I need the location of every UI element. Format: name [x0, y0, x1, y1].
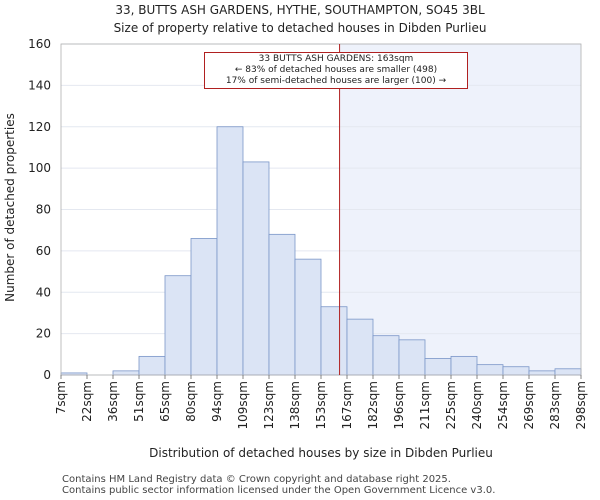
- x-tick-label: 240sqm: [470, 381, 484, 429]
- bar: [112, 370, 140, 376]
- x-tick-label: 138sqm: [288, 381, 302, 429]
- bar: [320, 306, 348, 376]
- annotation-line-1: 33 BUTTS ASH GARDENS: 163sqm: [258, 54, 414, 64]
- y-tick-label: 120: [28, 120, 51, 134]
- bar: [424, 358, 452, 376]
- bar: [554, 368, 582, 376]
- x-tick-label: 167sqm: [340, 381, 354, 429]
- x-tick-label: 211sqm: [418, 381, 432, 429]
- y-tick-label: 40: [36, 285, 51, 299]
- x-tick-label: 153sqm: [314, 381, 328, 429]
- footer-line-2: Contains public sector information licen…: [62, 485, 496, 496]
- x-tick-label: 298sqm: [574, 381, 588, 429]
- y-tick-label: 80: [36, 203, 51, 217]
- x-tick-label: 269sqm: [522, 381, 536, 429]
- y-tick-label: 100: [28, 161, 51, 175]
- bar: [476, 364, 504, 376]
- y-tick-label: 0: [43, 368, 51, 382]
- x-tick-label: 80sqm: [184, 381, 198, 422]
- bar: [216, 126, 244, 376]
- x-tick-label: 254sqm: [496, 381, 510, 429]
- bar: [450, 355, 478, 376]
- bar: [502, 366, 530, 376]
- x-tick-label: 182sqm: [366, 381, 380, 429]
- bar: [268, 233, 296, 376]
- bar: [138, 355, 166, 376]
- x-tick-label: 51sqm: [132, 381, 146, 422]
- bar: [190, 238, 218, 376]
- bar: [372, 335, 400, 376]
- bar: [294, 258, 322, 376]
- annotation-line-3: 17% of semi-detached houses are larger (…: [225, 76, 447, 86]
- y-tick-label: 60: [36, 244, 51, 258]
- x-tick-label: 65sqm: [158, 381, 172, 422]
- y-tick-label: 140: [28, 78, 51, 92]
- x-tick-label: 94sqm: [210, 381, 224, 422]
- bar: [528, 370, 556, 376]
- x-tick-label: 7sqm: [54, 381, 68, 414]
- y-axis-label: Number of detached properties: [3, 113, 17, 302]
- bar: [398, 339, 426, 376]
- footer-line-1: Contains HM Land Registry data © Crown c…: [62, 474, 451, 485]
- x-tick-label: 123sqm: [262, 381, 276, 429]
- x-tick-label: 36sqm: [106, 381, 120, 422]
- annotation-line-2: ← 83% of detached houses are smaller (49…: [234, 65, 438, 75]
- y-tick-label: 160: [28, 37, 51, 51]
- bar: [346, 318, 374, 376]
- bar: [164, 275, 192, 376]
- annotation-box: 33 BUTTS ASH GARDENS: 163sqm ← 83% of de…: [204, 52, 468, 89]
- chart-title: 33, BUTTS ASH GARDENS, HYTHE, SOUTHAMPTO…: [115, 3, 485, 17]
- bar: [242, 161, 270, 376]
- x-tick-label: 109sqm: [236, 381, 250, 429]
- y-tick-label: 20: [36, 327, 51, 341]
- x-tick-label: 283sqm: [548, 381, 562, 429]
- x-tick-label: 196sqm: [392, 381, 406, 429]
- chart-subtitle: Size of property relative to detached ho…: [113, 21, 487, 35]
- x-tick-label: 225sqm: [444, 381, 458, 429]
- x-tick-label: 22sqm: [80, 381, 94, 422]
- x-axis-label: Distribution of detached houses by size …: [149, 446, 493, 460]
